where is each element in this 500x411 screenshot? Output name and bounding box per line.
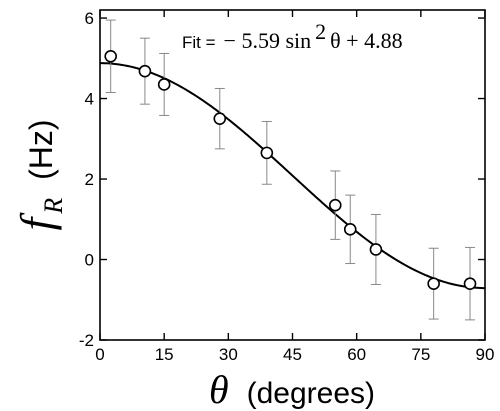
x-axis-unit: (degrees) <box>247 377 375 410</box>
x-tick-label: 90 <box>476 345 495 364</box>
fit-equation-prefix: − 5.59 sin <box>224 28 312 53</box>
x-tick-label: 60 <box>347 345 366 364</box>
data-point <box>138 64 152 78</box>
y-tick-label: 2 <box>85 170 94 189</box>
y-axis-unit: (Hz) <box>23 119 59 179</box>
x-tick-label: 75 <box>411 345 430 364</box>
svg-text:f R (Hz): f R (Hz) <box>11 119 68 230</box>
x-tick-label: 15 <box>155 345 174 364</box>
y-axis-title: f R (Hz) <box>11 119 68 230</box>
data-point <box>260 146 274 160</box>
fit-label: Fit = <box>182 33 216 52</box>
data-point <box>104 49 117 63</box>
fit-curve <box>99 62 486 290</box>
data-point <box>427 277 440 290</box>
data-point <box>213 112 227 125</box>
data-points <box>104 49 477 290</box>
x-axis-symbol: θ <box>209 367 229 411</box>
data-point <box>328 198 342 212</box>
x-tick-label: 30 <box>219 345 238 364</box>
data-point <box>157 78 171 91</box>
y-tick-label: 6 <box>85 9 94 28</box>
fit-equation-suffix: θ + 4.88 <box>330 28 402 53</box>
y-tick-label: 0 <box>85 251 94 270</box>
y-tick-label: 4 <box>85 90 94 109</box>
fit-equation-power: 2 <box>315 19 326 44</box>
x-tick-label: 0 <box>95 345 104 364</box>
x-tick-label: 45 <box>283 345 302 364</box>
y-axis-subscript: R <box>39 198 68 215</box>
error-bars <box>105 19 476 321</box>
data-point <box>463 277 477 290</box>
data-point <box>343 223 357 236</box>
x-axis-title: θ (degrees) <box>209 367 375 411</box>
data-point <box>369 243 383 256</box>
fit-annotation: Fit = − 5.59 sin 2 θ + 4.88 <box>182 19 403 53</box>
axis-ticks <box>99 10 486 341</box>
y-tick-label: -2 <box>79 331 94 350</box>
